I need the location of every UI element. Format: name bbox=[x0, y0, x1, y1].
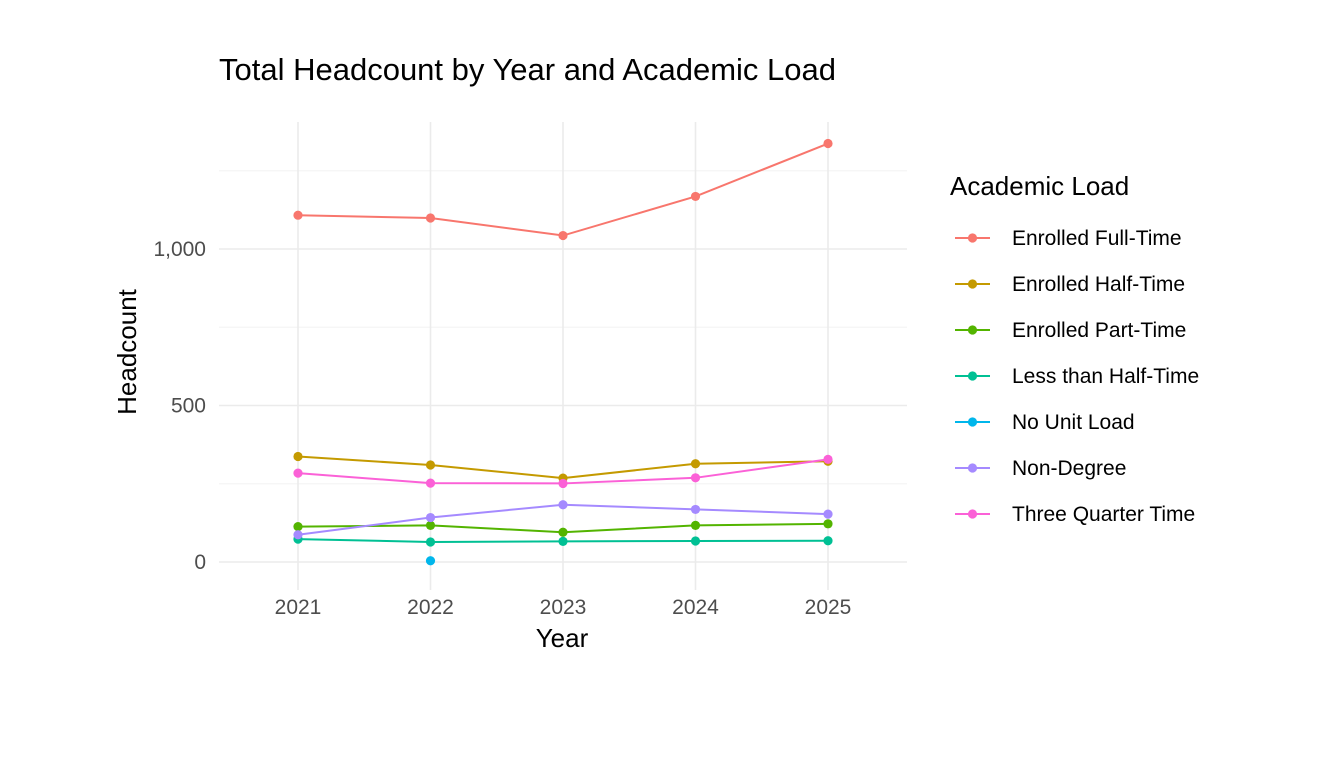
data-point-enrolled-full-time bbox=[558, 230, 568, 241]
chart-title: Total Headcount by Year and Academic Loa… bbox=[219, 52, 836, 87]
legend: Academic Load Enrolled Full-TimeEnrolled… bbox=[950, 171, 1199, 526]
legend-label: Non-Degree bbox=[1012, 457, 1126, 480]
data-point-enrolled-half-time bbox=[425, 460, 436, 470]
data-point-three-quarter-time bbox=[558, 478, 568, 489]
data-point-no-unit-load bbox=[425, 556, 436, 566]
data-point-enrolled-half-time bbox=[690, 459, 701, 469]
legend-key-point bbox=[967, 463, 978, 473]
data-point-non-degree bbox=[690, 504, 701, 515]
x-tick-label: 2025 bbox=[805, 596, 852, 619]
legend-key-point bbox=[967, 509, 978, 519]
legend-label: Enrolled Full-Time bbox=[1012, 227, 1182, 250]
data-point-enrolled-part-time bbox=[558, 527, 568, 537]
data-point-less-than-half-time bbox=[690, 536, 701, 546]
data-point-enrolled-full-time bbox=[293, 210, 303, 220]
data-point-non-degree bbox=[823, 509, 833, 519]
data-point-enrolled-part-time bbox=[425, 520, 436, 530]
legend-label: Enrolled Half-Time bbox=[1012, 273, 1185, 296]
data-point-non-degree bbox=[558, 500, 568, 510]
legend-item-no-unit-load: No Unit Load bbox=[955, 411, 1135, 434]
data-point-enrolled-full-time bbox=[823, 138, 833, 149]
legend-label: Less than Half-Time bbox=[1012, 365, 1199, 388]
legend-item-non-degree: Non-Degree bbox=[955, 457, 1126, 480]
data-point-enrolled-part-time bbox=[690, 520, 701, 530]
series-enrolled-full-time bbox=[293, 138, 833, 241]
legend-items: Enrolled Full-Time Enrolled Half-Time Enro… bbox=[955, 227, 1199, 526]
legend-key-point bbox=[967, 279, 978, 289]
legend-item-enrolled-part-time: Enrolled Part-Time bbox=[955, 319, 1186, 342]
plot-series bbox=[293, 138, 833, 566]
data-point-enrolled-part-time bbox=[293, 522, 303, 532]
legend-item-three-quarter-time: Three Quarter Time bbox=[955, 503, 1195, 526]
data-point-enrolled-half-time bbox=[293, 451, 303, 462]
data-point-enrolled-full-time bbox=[690, 191, 701, 202]
y-tick-label: 500 bbox=[171, 395, 206, 418]
data-point-three-quarter-time bbox=[823, 454, 833, 464]
y-tick-label: 0 bbox=[194, 551, 206, 574]
plot-axes: 0 500 1,000 2021 2022 2023 2024 2025 bbox=[153, 238, 851, 619]
series-no-unit-load bbox=[425, 556, 436, 566]
data-point-non-degree bbox=[425, 512, 436, 523]
data-point-enrolled-full-time bbox=[425, 213, 436, 223]
y-axis-title: Headcount bbox=[112, 288, 142, 415]
data-point-three-quarter-time bbox=[425, 478, 436, 488]
x-tick-label: 2021 bbox=[275, 596, 322, 619]
data-point-less-than-half-time bbox=[823, 536, 833, 546]
legend-key-point bbox=[967, 371, 978, 381]
plot-grid bbox=[219, 122, 907, 590]
series-enrolled-part-time bbox=[293, 519, 833, 537]
legend-label: No Unit Load bbox=[1012, 411, 1135, 434]
data-point-less-than-half-time bbox=[425, 537, 436, 547]
legend-key-point bbox=[967, 325, 978, 335]
y-tick-label: 1,000 bbox=[153, 238, 206, 261]
data-point-three-quarter-time bbox=[690, 473, 701, 483]
legend-label: Three Quarter Time bbox=[1012, 503, 1195, 526]
series-non-degree bbox=[293, 500, 833, 540]
data-point-enrolled-part-time bbox=[823, 519, 833, 529]
legend-label: Enrolled Part-Time bbox=[1012, 319, 1186, 342]
legend-item-less-than-half-time: Less than Half-Time bbox=[955, 365, 1199, 388]
legend-item-enrolled-full-time: Enrolled Full-Time bbox=[955, 227, 1182, 250]
x-tick-label: 2024 bbox=[672, 596, 719, 619]
legend-item-enrolled-half-time: Enrolled Half-Time bbox=[955, 273, 1185, 296]
x-tick-label: 2023 bbox=[540, 596, 587, 619]
series-three-quarter-time bbox=[293, 454, 833, 489]
data-point-less-than-half-time bbox=[558, 536, 568, 546]
data-point-non-degree bbox=[293, 530, 303, 540]
legend-key-point bbox=[967, 417, 978, 427]
data-point-three-quarter-time bbox=[293, 468, 303, 478]
x-tick-label: 2022 bbox=[407, 596, 454, 619]
x-axis-title: Year bbox=[536, 623, 589, 653]
legend-title: Academic Load bbox=[950, 171, 1129, 201]
legend-key-point bbox=[967, 233, 978, 243]
